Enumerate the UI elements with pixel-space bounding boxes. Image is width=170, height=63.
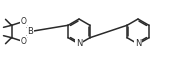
Text: O: O: [20, 37, 26, 46]
Text: B: B: [28, 27, 33, 36]
Text: N: N: [76, 40, 82, 49]
Text: N: N: [135, 40, 141, 49]
Text: O: O: [20, 17, 26, 26]
